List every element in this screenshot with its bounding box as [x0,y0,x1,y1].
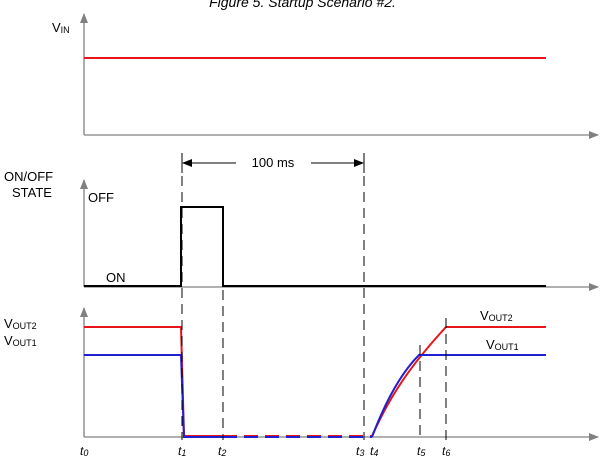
time-label-t0: t0 [80,444,88,458]
time-labels: t0 t1 t2 t3 t4 t5 t6 [80,444,450,458]
vout2-left-label: VOUT2 [4,316,37,331]
vout2-trace-pre [84,326,223,437]
time-markers [181,160,447,440]
onoff-label-line1: ON/OFF [4,169,53,184]
vout-panel: VOUT2 VOUT1 VOUT2 VOUT1 [4,307,599,441]
vout1-right-label: VOUT1 [486,337,519,352]
onoff-label-line2: STATE [12,185,52,200]
on-level-label: ON [106,270,126,285]
vout1-trace-pre [84,354,223,438]
time-label-t5: t5 [417,444,426,458]
onoff-panel: ON/OFF STATE OFF ON 100 ms [4,153,599,291]
figure-caption: Figure 5. Startup Scenario #2. [209,0,396,10]
vout1-left-label: VOUT1 [4,333,37,348]
time-label-t4: t4 [370,444,378,458]
time-label-t2: t2 [218,444,226,458]
time-label-t3: t3 [356,444,364,458]
time-label-t6: t6 [442,444,450,458]
onoff-trace [84,206,546,287]
off-level-label: OFF [88,190,114,205]
time-label-t1: t1 [178,444,186,458]
vin-label: VIN [52,20,70,35]
vin-panel: VIN [52,13,599,139]
duration-label: 100 ms [252,155,295,170]
vout2-right-label: VOUT2 [480,308,513,323]
vout1-trace-rise [371,354,546,438]
